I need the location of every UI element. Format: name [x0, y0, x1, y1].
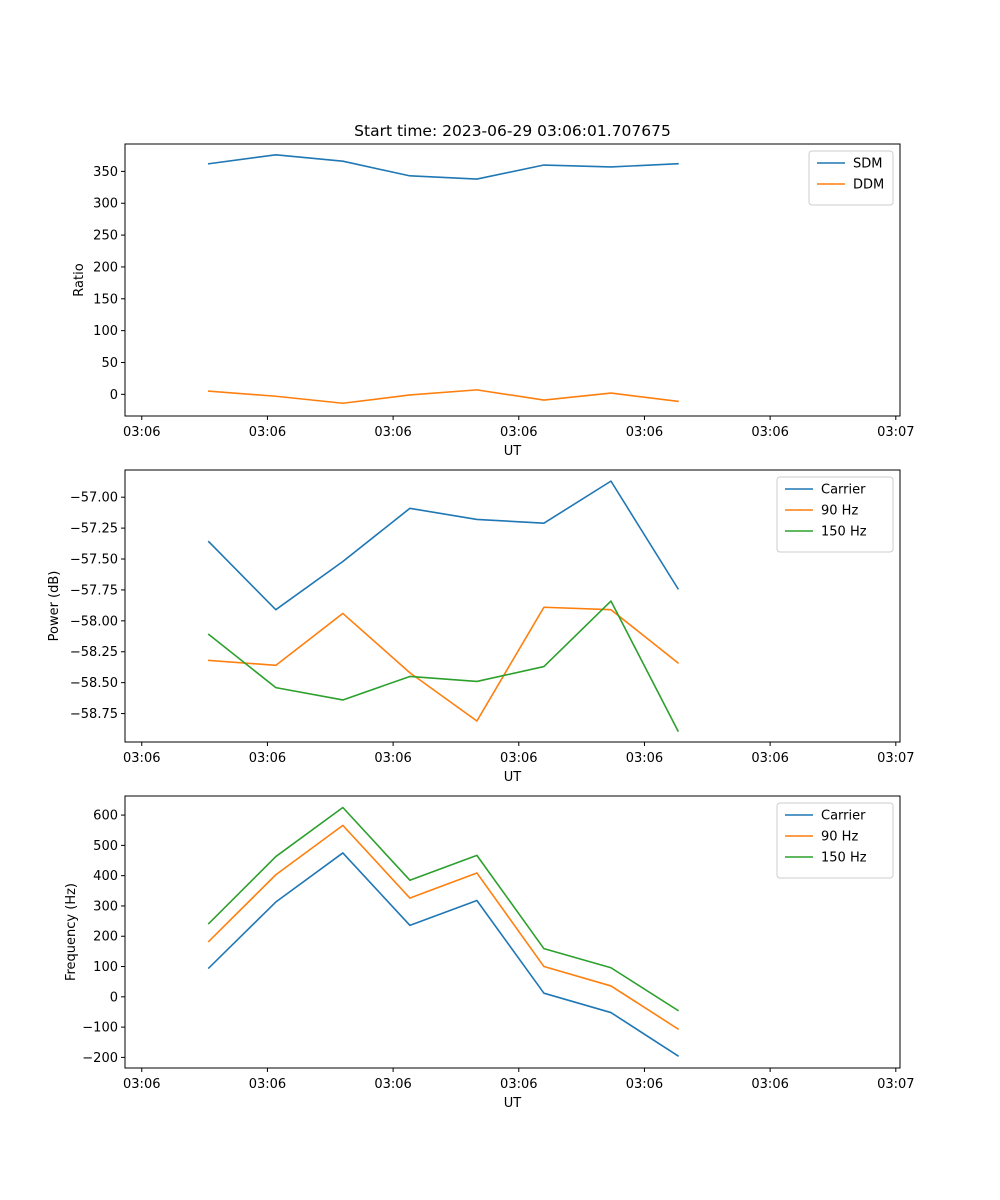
y-tick-label: −57.00 — [70, 491, 118, 506]
axes-frame — [124, 469, 901, 743]
x-tick-label: 03:06 — [123, 751, 160, 766]
y-axis-label: Ratio — [72, 263, 87, 296]
legend-label: 150 Hz — [821, 851, 867, 866]
y-axis-label: Power (dB) — [47, 571, 62, 642]
y-tick-label: −58.25 — [70, 645, 118, 660]
legend-label: Carrier — [821, 483, 866, 498]
y-tick-label: 150 — [93, 292, 118, 307]
subplot-3: 03:06 03:06 03:06 03:06 03:06 03:06 03:07 −200 −… — [64, 795, 915, 1111]
y-tick-label: 200 — [93, 260, 118, 275]
chart-title: Start time: 2023-06-29 03:06:01.707675 — [354, 122, 671, 140]
legend: Carrier 90 Hz 150 Hz — [776, 476, 894, 553]
y-tick-label: −58.50 — [70, 676, 118, 691]
x-tick-label: 03:06 — [751, 425, 788, 440]
y-tick-label: −200 — [82, 1051, 118, 1066]
x-tick-label: 03:06 — [626, 1077, 663, 1092]
legend-label: 90 Hz — [821, 830, 858, 845]
y-tick-label: 600 — [93, 809, 118, 824]
x-tick-label: 03:06 — [626, 751, 663, 766]
y-tick-label: 400 — [93, 869, 118, 884]
series-line-90-hz — [207, 824, 680, 1031]
legend-box — [776, 802, 894, 879]
x-axis-label: UT — [504, 770, 522, 785]
legend-label: SDM — [853, 157, 882, 172]
y-tick-label: −58.75 — [70, 707, 118, 722]
x-axis-label: UT — [504, 1096, 522, 1111]
x-tick-label: 03:07 — [877, 1077, 914, 1092]
legend: SDM DDM — [808, 150, 894, 206]
legend-box — [808, 150, 894, 206]
y-tick-label: −57.50 — [70, 553, 118, 568]
x-tick-label: 03:06 — [500, 425, 537, 440]
x-tick-label: 03:06 — [374, 1077, 411, 1092]
subplot-2: 03:06 03:06 03:06 03:06 03:06 03:06 03:07 −58.7… — [47, 469, 915, 785]
y-tick-label: 250 — [93, 229, 118, 244]
y-tick-label: 100 — [93, 960, 118, 975]
x-tick-label: 03:06 — [500, 751, 537, 766]
y-tick-label: 350 — [93, 165, 118, 180]
legend: Carrier 90 Hz 150 Hz — [776, 802, 894, 879]
x-tick-label: 03:06 — [249, 425, 286, 440]
subplot-1: 03:06 03:06 03:06 03:06 03:06 03:06 03:07 0 50 10… — [72, 143, 915, 459]
y-tick-label: 0 — [110, 990, 118, 1005]
y-tick-label: 0 — [110, 388, 118, 403]
legend-label: Carrier — [821, 809, 866, 824]
x-tick-label: 03:06 — [751, 751, 788, 766]
x-tick-label: 03:06 — [500, 1077, 537, 1092]
x-tick-label: 03:06 — [123, 425, 160, 440]
series-line-sdm — [207, 154, 679, 180]
x-tick-label: 03:06 — [123, 1077, 160, 1092]
x-tick-label: 03:06 — [751, 1077, 788, 1092]
y-tick-label: −57.75 — [70, 583, 118, 598]
legend-label: DDM — [853, 178, 884, 193]
x-tick-label: 03:06 — [374, 425, 411, 440]
x-tick-label: 03:07 — [877, 425, 914, 440]
series-line-150-hz — [207, 600, 680, 732]
y-tick-label: 200 — [93, 930, 118, 945]
x-tick-label: 03:06 — [249, 1077, 286, 1092]
y-tick-label: 50 — [101, 356, 118, 371]
series-line-150-hz — [207, 806, 680, 1012]
series-line-carrier — [207, 480, 680, 611]
legend-box — [776, 476, 894, 553]
y-tick-label: −58.00 — [70, 614, 118, 629]
y-tick-label: 300 — [93, 197, 118, 212]
y-tick-label: 500 — [93, 839, 118, 854]
y-tick-label: −100 — [82, 1021, 118, 1036]
series-line-90-hz — [207, 606, 680, 722]
legend-label: 150 Hz — [821, 525, 867, 540]
series-line-ddm — [207, 389, 679, 405]
y-tick-label: 100 — [93, 324, 118, 339]
y-tick-label: 300 — [93, 899, 118, 914]
x-tick-label: 03:06 — [249, 751, 286, 766]
x-tick-label: 03:06 — [374, 751, 411, 766]
series-line-carrier — [207, 852, 680, 1057]
axes-frame — [124, 795, 901, 1069]
axes-frame — [124, 143, 901, 417]
legend-label: 90 Hz — [821, 504, 858, 519]
y-tick-label: −57.25 — [70, 522, 118, 537]
x-tick-label: 03:06 — [626, 425, 663, 440]
y-axis-label: Frequency (Hz) — [64, 883, 79, 981]
x-tick-label: 03:07 — [877, 751, 914, 766]
x-axis-label: UT — [504, 444, 522, 459]
